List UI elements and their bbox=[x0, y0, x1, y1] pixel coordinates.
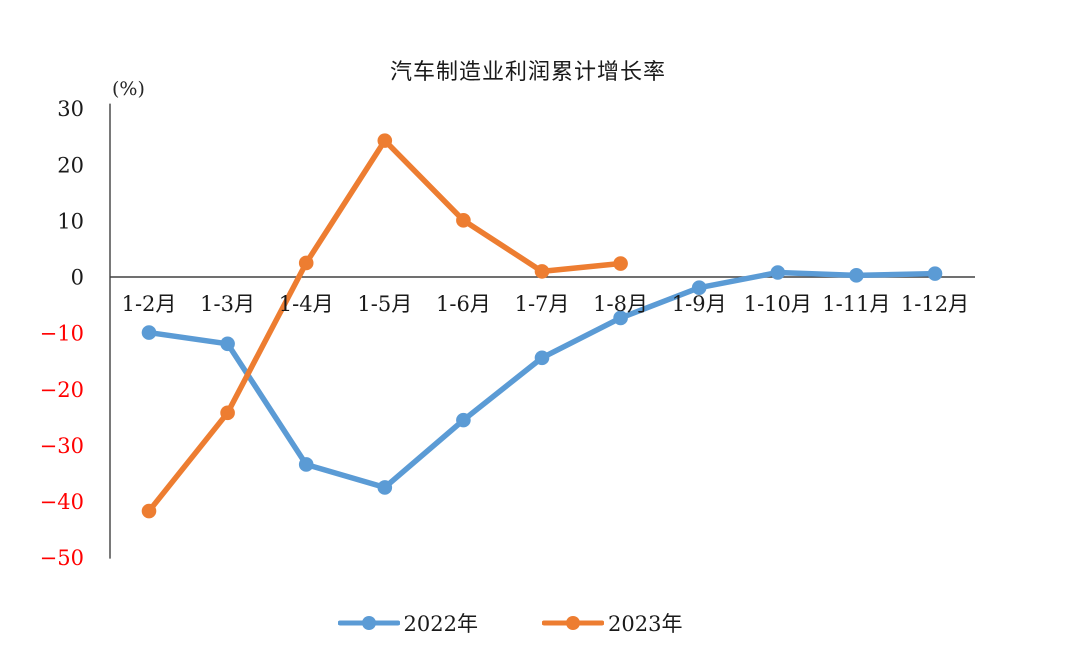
data-point-2023年 bbox=[613, 256, 628, 271]
y-axis-tick-label: 0 bbox=[71, 266, 84, 290]
y-axis-tick-label: 10 bbox=[57, 209, 84, 233]
data-point-2022年 bbox=[456, 412, 471, 428]
data-point-2022年 bbox=[141, 325, 157, 340]
data-point-2023年 bbox=[456, 213, 471, 228]
x-axis-tick-label: 1-5月 bbox=[357, 292, 412, 316]
data-point-2022年 bbox=[691, 280, 707, 295]
x-axis-tick-label: 1-3月 bbox=[200, 292, 255, 316]
x-axis-tick-label: 1-6月 bbox=[436, 292, 491, 316]
data-point-2022年 bbox=[298, 457, 314, 472]
y-axis-unit-label: (%) bbox=[112, 78, 145, 100]
y-axis-tick-label: −40 bbox=[40, 490, 84, 514]
legend-label-2023: 2023年 bbox=[608, 612, 683, 636]
data-point-2022年 bbox=[220, 336, 235, 352]
data-point-2022年 bbox=[770, 265, 786, 280]
x-axis-tick-label: 1-12月 bbox=[901, 292, 969, 316]
legend-label-2022: 2022年 bbox=[403, 612, 478, 636]
data-point-2022年 bbox=[849, 268, 864, 283]
legend-item-2023: 2023年 bbox=[542, 608, 682, 638]
x-axis-tick-label: 1-4月 bbox=[279, 292, 334, 316]
data-point-2022年 bbox=[534, 350, 550, 366]
y-axis-tick-label: −50 bbox=[40, 546, 84, 570]
y-axis-tick-label: −20 bbox=[40, 378, 84, 402]
legend-line-marker-2023-icon bbox=[542, 616, 604, 630]
x-axis-tick-label: 1-7月 bbox=[515, 292, 570, 316]
legend-item-2022: 2022年 bbox=[337, 608, 478, 638]
data-point-2023年 bbox=[220, 405, 235, 421]
x-axis-tick-label: 1-9月 bbox=[672, 292, 727, 316]
y-axis-tick-label: 20 bbox=[57, 153, 84, 177]
x-axis-tick-label: 1-10月 bbox=[744, 292, 812, 316]
chart-legend: 2022年 2023年 bbox=[0, 608, 1050, 638]
y-axis-tick-label: −10 bbox=[40, 322, 84, 346]
data-point-2022年 bbox=[377, 480, 393, 495]
data-point-2023年 bbox=[377, 133, 393, 148]
legend-line-marker-2022-icon bbox=[337, 616, 400, 630]
x-axis-tick-label: 1-2月 bbox=[122, 292, 177, 316]
y-axis-tick-label: −30 bbox=[40, 434, 84, 458]
data-point-2022年 bbox=[613, 310, 628, 326]
data-point-2023年 bbox=[298, 255, 314, 271]
x-axis-tick-label: 1-11月 bbox=[822, 292, 890, 316]
data-point-2023年 bbox=[141, 503, 157, 519]
data-point-2023年 bbox=[534, 264, 550, 279]
chart-title: 汽车制造业利润累计增长率 bbox=[389, 60, 666, 85]
series-line-2023年 bbox=[146, 137, 624, 514]
data-point-2022年 bbox=[927, 266, 943, 281]
y-axis-tick-label: 30 bbox=[57, 97, 84, 121]
x-axis-tick-label: 1-8月 bbox=[593, 292, 648, 316]
